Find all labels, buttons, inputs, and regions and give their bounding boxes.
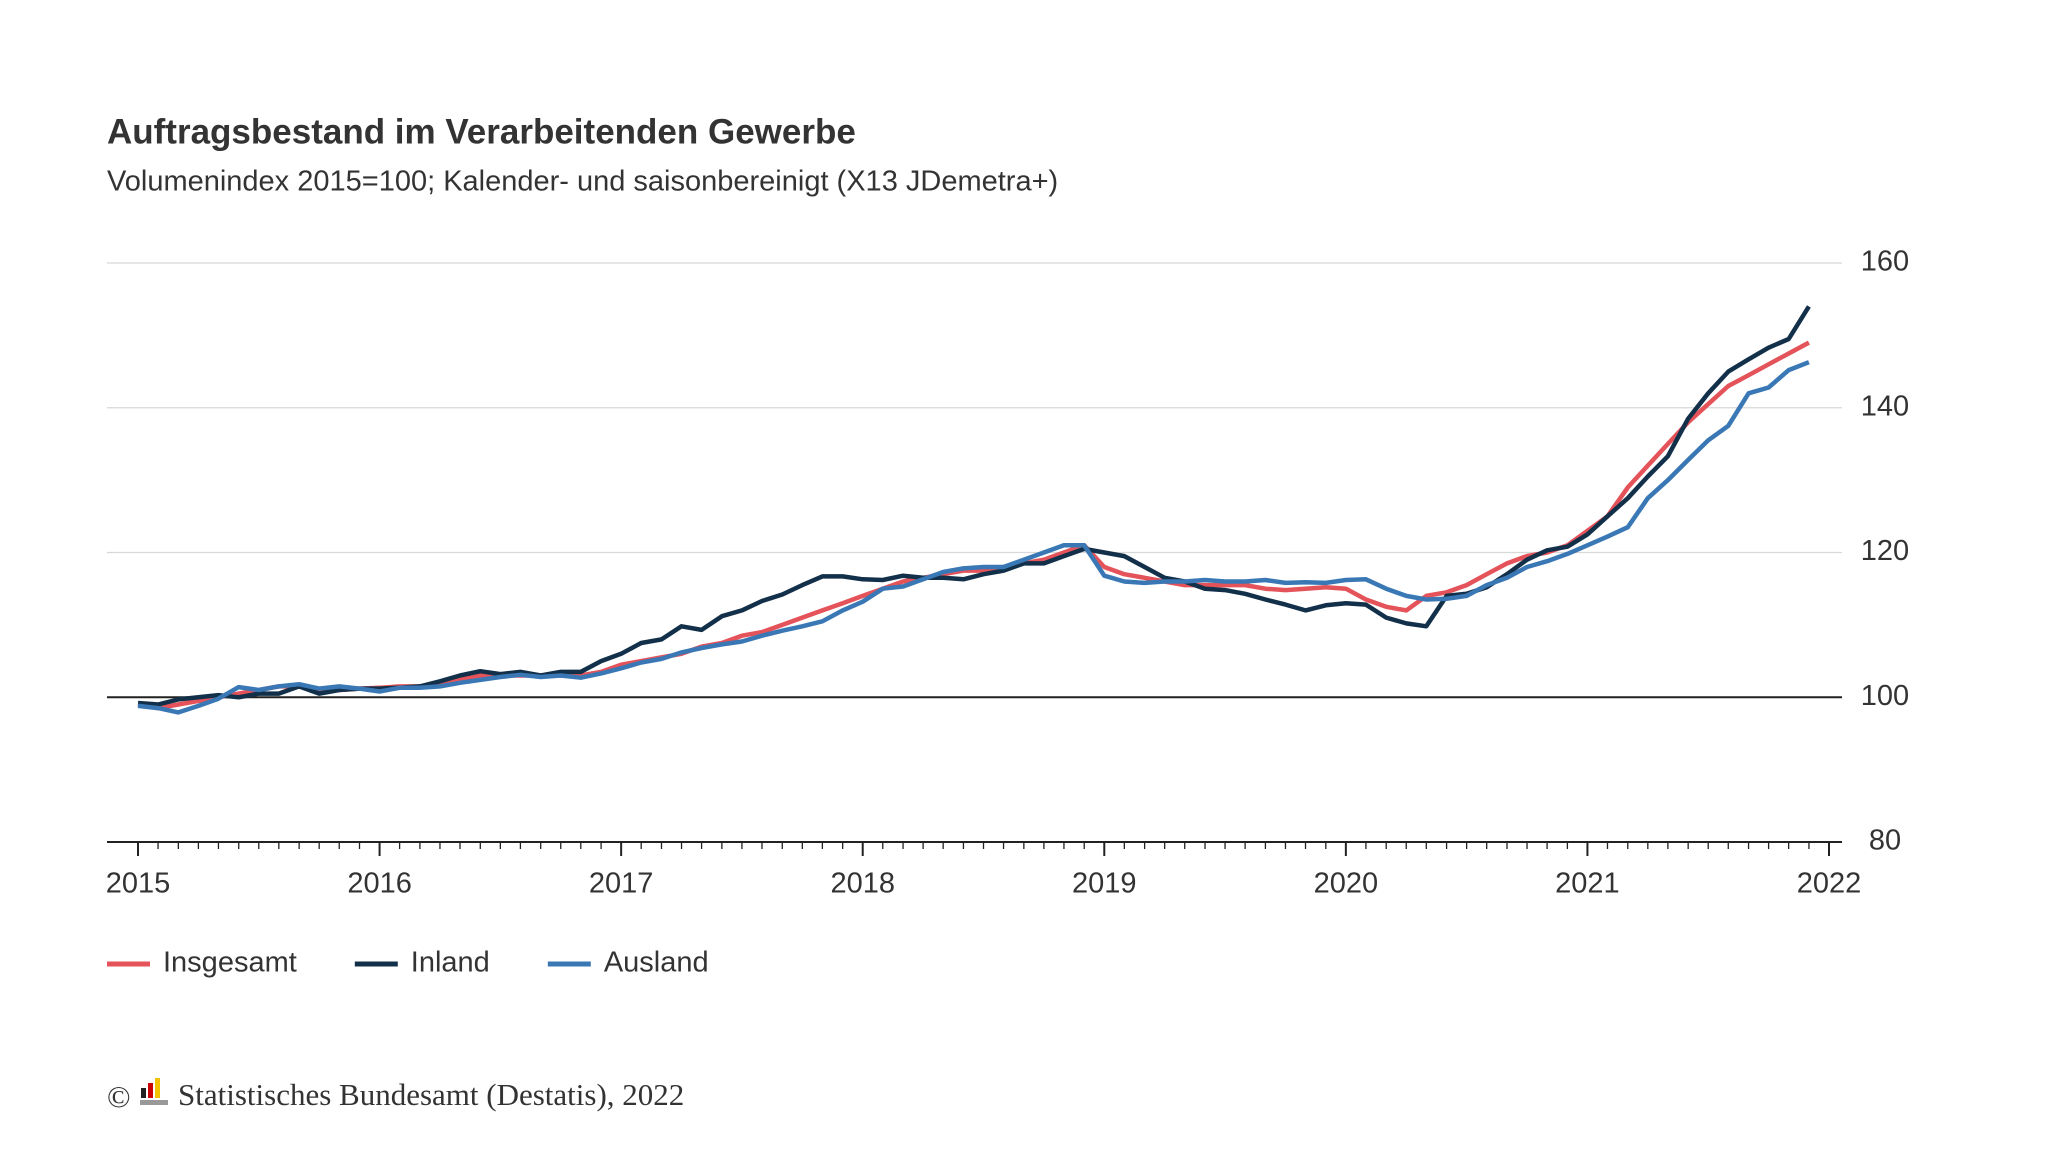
- x-tick-label: 2019: [1072, 868, 1137, 900]
- y-tick-label: 80: [1869, 825, 1901, 857]
- x-tick-label: 2022: [1797, 868, 1862, 900]
- series-line: [137, 340, 1810, 711]
- legend-label: Ausland: [604, 947, 709, 979]
- y-tick-label: 100: [1861, 680, 1909, 712]
- legend-label: Inland: [411, 947, 490, 979]
- y-tick-label: 140: [1861, 390, 1909, 422]
- x-tick-label: 2015: [106, 868, 171, 900]
- x-tick-label: 2016: [347, 868, 412, 900]
- x-tick-label: 2017: [589, 868, 654, 900]
- y-tick-label: 160: [1861, 246, 1909, 278]
- series-line: [137, 305, 1811, 707]
- x-tick-label: 2018: [830, 868, 895, 900]
- chart-title: Auftragsbestand im Verarbeitenden Gewerb…: [107, 112, 856, 151]
- copyright: ©: [107, 1079, 131, 1114]
- source-icon: [140, 1078, 168, 1105]
- x-tick-label: 2020: [1314, 868, 1379, 900]
- y-tick-label: 120: [1861, 535, 1909, 567]
- x-tick-label: 2021: [1555, 868, 1620, 900]
- source: Statistisches Bundesamt (Destatis), 2022: [178, 1077, 684, 1112]
- legend-label: Insgesamt: [163, 947, 297, 979]
- chart-subtitle: Volumenindex 2015=100; Kalender- und sai…: [107, 166, 1058, 198]
- series-line: [137, 360, 1810, 715]
